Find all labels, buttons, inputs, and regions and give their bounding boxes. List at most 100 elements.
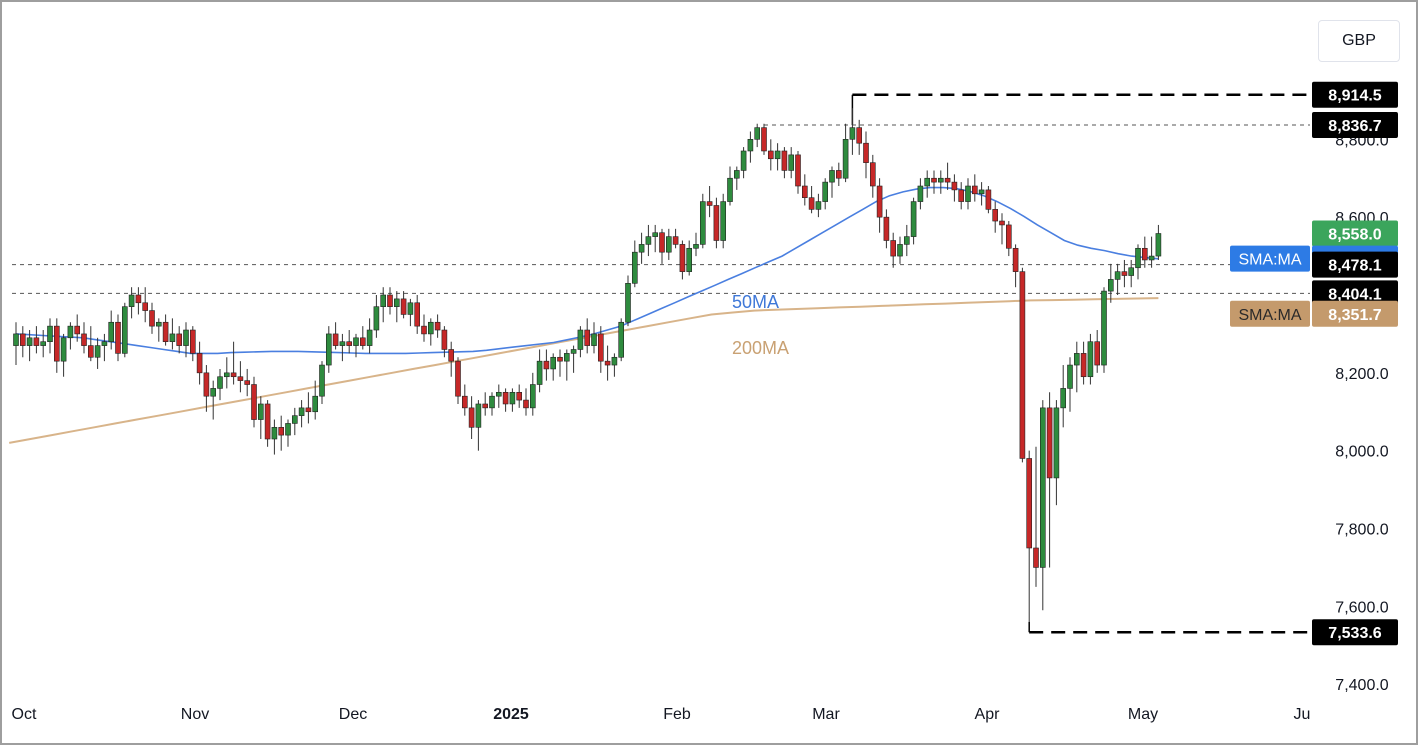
candle-body [924,177,931,187]
candle-body [1094,341,1100,366]
candle [47,318,53,354]
candle [203,365,210,412]
candle-body [40,341,47,346]
candle [890,232,897,268]
candle [407,298,414,327]
candle-body [230,372,237,378]
candle-body [244,380,250,385]
price-tag: 8,404.1 [1312,280,1398,307]
candle [965,178,971,210]
candle [856,119,863,155]
candle [128,287,135,319]
candle-body [162,321,169,343]
price-tag-box [1312,81,1398,108]
candle [169,318,176,350]
time-axis: Oct Nov Dec 2025 Feb Mar Apr May Ju [12,706,1311,723]
price-tag-box [1312,300,1398,327]
candle-body [883,216,890,241]
candle-body [679,244,686,272]
price-tag-box [1312,251,1398,278]
candle [774,143,781,171]
candle [842,123,849,183]
candle [516,384,523,408]
candle [251,376,257,428]
time-label: Dec [339,706,367,723]
candle [706,186,713,218]
candle [312,380,319,420]
sma-tag-label: SMA:MA [1238,307,1301,324]
candle-body [298,407,305,416]
candle-body [958,189,965,202]
candle [815,193,822,218]
candle [1060,365,1066,428]
candle-body [686,247,693,272]
candle-body [536,360,543,385]
candle-body [835,170,842,179]
candle [822,178,829,210]
candle [74,314,80,342]
candle-body [434,321,441,331]
candle [455,357,461,404]
candle [1121,259,1128,288]
currency-button[interactable]: GBP [1318,20,1400,62]
candle-body [747,139,754,152]
candle-body [529,384,536,409]
candle-body [67,325,74,339]
candle [1094,330,1100,373]
candle [801,174,808,206]
candle-body [801,185,808,198]
price-tick: 7,600.0 [1335,599,1388,616]
candle [727,166,733,206]
candle [13,322,19,366]
candle-body [767,150,774,160]
price-tick: 8,000.0 [1335,444,1388,461]
candle-body [863,142,869,163]
candle-body [407,302,414,315]
candle [951,174,958,202]
candle [305,392,312,424]
candle-body [604,360,611,366]
candle [67,322,74,350]
candle [944,162,951,190]
candle-body [502,391,509,405]
time-label: May [1128,706,1158,723]
candle-body [1121,271,1128,276]
price-tag: 8,836.7 [1312,112,1398,139]
time-label: Mar [812,706,840,723]
sma200-line [9,297,1159,444]
candle-body [652,232,659,237]
candle [319,361,325,404]
candle [19,326,26,358]
candle-body [903,236,910,245]
candle [652,224,659,253]
candle-body [951,181,958,191]
candle-body [1114,271,1121,280]
candle [829,166,835,198]
candle [495,384,502,408]
candle [400,291,407,319]
candle [135,287,142,315]
candle-body [224,372,230,378]
candle-body [427,321,434,335]
candle [897,236,903,264]
ma-labels: 50MA 200MA [732,292,789,358]
candle [291,407,298,436]
candle [278,415,285,451]
candle-body [115,321,121,354]
candle [230,341,237,385]
candle-body [625,283,631,323]
candle-body [611,356,618,366]
candle-body [699,201,706,245]
candle-body [727,177,733,202]
candle [53,318,60,373]
candle-body [869,162,876,187]
price-tag: 8,914.5 [1312,81,1398,108]
candle-body [856,127,863,144]
candle-body [339,341,346,346]
candle-body [1074,353,1080,366]
candle [1128,259,1134,288]
candle-body [931,177,937,183]
moving-averages [9,186,1159,444]
candle [332,322,339,350]
